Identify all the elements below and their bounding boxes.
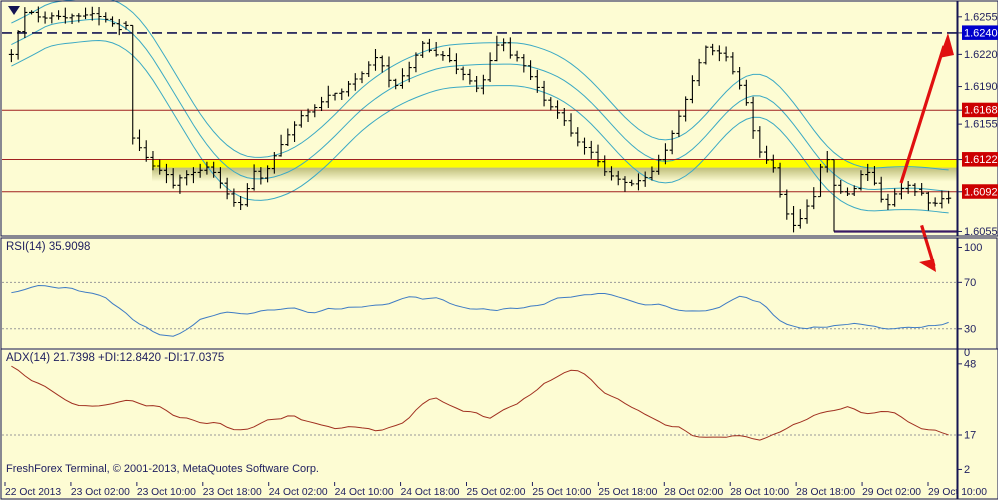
svg-text:28 Oct 18:00: 28 Oct 18:00	[796, 487, 855, 498]
svg-text:1.6190: 1.6190	[964, 81, 998, 93]
svg-text:1.6255: 1.6255	[964, 11, 998, 23]
svg-text:29 Oct 10:00: 29 Oct 10:00	[928, 487, 987, 498]
svg-text:24 Oct 10:00: 24 Oct 10:00	[335, 487, 394, 498]
svg-text:28 Oct 02:00: 28 Oct 02:00	[664, 487, 723, 498]
svg-text:24 Oct 02:00: 24 Oct 02:00	[269, 487, 328, 498]
svg-text:23 Oct 02:00: 23 Oct 02:00	[71, 487, 130, 498]
svg-text:25 Oct 18:00: 25 Oct 18:00	[598, 487, 657, 498]
svg-text:24 Oct 18:00: 24 Oct 18:00	[401, 487, 460, 498]
svg-text:0: 0	[964, 347, 970, 359]
svg-text:2: 2	[964, 464, 970, 476]
svg-text:29 Oct 02:00: 29 Oct 02:00	[862, 487, 921, 498]
svg-text:ADX(14) 21.7398 +DI:12.8420 -D: ADX(14) 21.7398 +DI:12.8420 -DI:17.0375	[6, 352, 224, 364]
svg-text:25 Oct 10:00: 25 Oct 10:00	[532, 487, 591, 498]
svg-text:25 Oct 02:00: 25 Oct 02:00	[467, 487, 526, 498]
svg-text:1.6240: 1.6240	[964, 27, 998, 39]
svg-text:1.6122: 1.6122	[964, 154, 998, 166]
svg-text:17: 17	[964, 430, 976, 442]
svg-text:FreshForex Terminal, © 2001-20: FreshForex Terminal, © 2001-2013, MetaQu…	[6, 463, 319, 475]
svg-text:22 Oct 2013: 22 Oct 2013	[5, 487, 61, 498]
svg-text:23 Oct 10:00: 23 Oct 10:00	[137, 487, 196, 498]
svg-text:1.6220: 1.6220	[964, 49, 998, 61]
svg-text:1.6055: 1.6055	[964, 226, 998, 238]
svg-text:1.6092: 1.6092	[964, 186, 998, 198]
svg-text:1.6168: 1.6168	[964, 105, 998, 117]
svg-text:48: 48	[964, 358, 976, 370]
svg-text:1.6155: 1.6155	[964, 119, 998, 131]
svg-text:70: 70	[964, 277, 976, 289]
svg-text:30: 30	[964, 323, 976, 335]
svg-text:28 Oct 10:00: 28 Oct 10:00	[730, 487, 789, 498]
svg-text:23 Oct 18:00: 23 Oct 18:00	[203, 487, 262, 498]
svg-text:RSI(14) 35.9098: RSI(14) 35.9098	[6, 241, 90, 253]
svg-text:100: 100	[964, 242, 982, 254]
